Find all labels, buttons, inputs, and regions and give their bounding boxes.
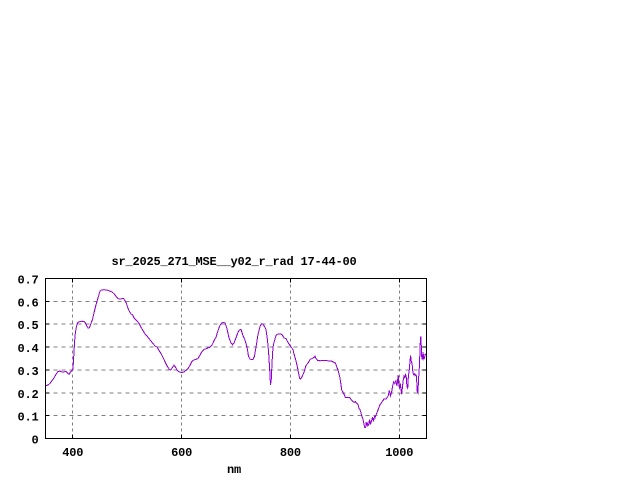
svg-text:0: 0 [31,434,38,448]
svg-text:0.6: 0.6 [17,296,38,310]
svg-text:0.5: 0.5 [17,319,38,333]
svg-text:0.2: 0.2 [17,388,38,402]
svg-text:600: 600 [171,446,192,460]
svg-text:0.4: 0.4 [17,342,38,356]
svg-text:400: 400 [62,446,83,460]
svg-text:1000: 1000 [385,446,413,460]
svg-text:sr_2025_271_MSE__y02_r_rad 17-: sr_2025_271_MSE__y02_r_rad 17-44-00 [111,255,356,269]
svg-text:800: 800 [280,446,301,460]
svg-text:0.7: 0.7 [17,274,38,288]
svg-text:nm: nm [227,463,241,477]
svg-text:0.1: 0.1 [17,411,38,425]
svg-text:0.3: 0.3 [17,365,38,379]
